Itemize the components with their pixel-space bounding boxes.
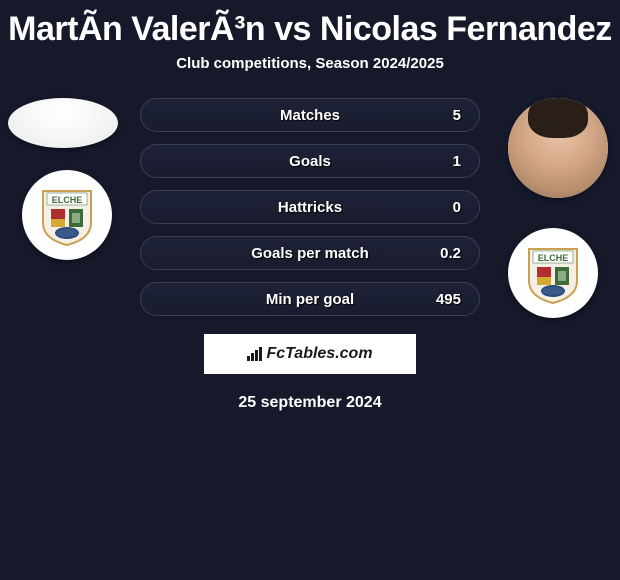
stat-value: 1 — [453, 153, 461, 170]
stat-value: 5 — [453, 107, 461, 124]
watermark-text: FcTables.com — [266, 345, 372, 363]
stat-label: Goals per match — [251, 245, 369, 262]
stat-row: Goals 1 — [140, 144, 480, 178]
elche-crest-icon: ELCHE — [525, 241, 581, 305]
watermark: FcTables.com — [204, 334, 416, 374]
stats-list: Matches 5 Goals 1 Hattricks 0 Goals per … — [140, 98, 480, 316]
player1-club-badge: ELCHE — [22, 170, 112, 260]
player2-club-badge: ELCHE — [508, 228, 598, 318]
elche-crest-icon: ELCHE — [39, 183, 95, 247]
comparison-card: MartÃ­n ValerÃ³n vs Nicolas Fernandez Cl… — [0, 0, 620, 412]
stat-row: Min per goal 495 — [140, 282, 480, 316]
stat-value: 0 — [453, 199, 461, 216]
content-area: ELCHE ELCHE — [0, 98, 620, 412]
stat-label: Min per goal — [266, 291, 354, 308]
stat-row: Matches 5 — [140, 98, 480, 132]
player1-avatar — [8, 98, 118, 148]
date: 25 september 2024 — [0, 394, 620, 412]
player2-avatar — [508, 98, 608, 198]
stat-label: Hattricks — [278, 199, 342, 216]
stat-value: 495 — [436, 291, 461, 308]
subtitle: Club competitions, Season 2024/2025 — [0, 55, 620, 98]
stat-row: Goals per match 0.2 — [140, 236, 480, 270]
stat-label: Goals — [289, 153, 331, 170]
svg-text:ELCHE: ELCHE — [538, 253, 569, 263]
svg-text:ELCHE: ELCHE — [52, 195, 83, 205]
stat-label: Matches — [280, 107, 340, 124]
player2-face — [508, 98, 608, 198]
bar-chart-icon — [247, 347, 262, 361]
page-title: MartÃ­n ValerÃ³n vs Nicolas Fernandez — [0, 0, 620, 55]
stat-value: 0.2 — [440, 245, 461, 262]
stat-row: Hattricks 0 — [140, 190, 480, 224]
